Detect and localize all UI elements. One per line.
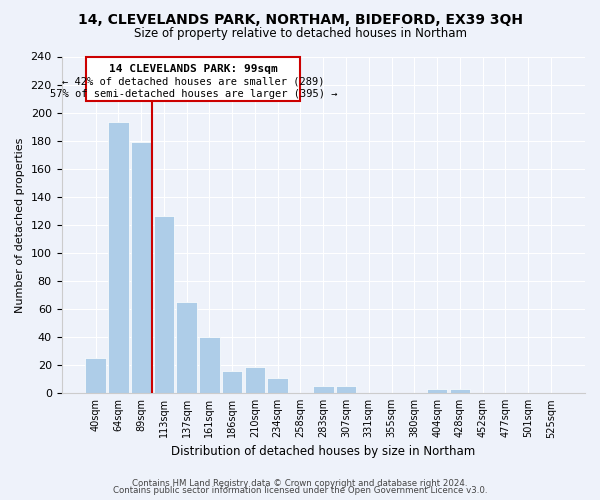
Bar <box>245 366 265 393</box>
Bar <box>449 389 470 393</box>
Bar <box>199 337 220 393</box>
Text: Contains public sector information licensed under the Open Government Licence v3: Contains public sector information licen… <box>113 486 487 495</box>
Bar <box>222 370 242 393</box>
Bar <box>131 142 151 393</box>
FancyBboxPatch shape <box>86 56 301 102</box>
Bar <box>176 302 197 393</box>
Bar <box>427 389 448 393</box>
Bar <box>85 358 106 393</box>
Text: Size of property relative to detached houses in Northam: Size of property relative to detached ho… <box>133 28 467 40</box>
Text: 57% of semi-detached houses are larger (395) →: 57% of semi-detached houses are larger (… <box>50 89 337 99</box>
Y-axis label: Number of detached properties: Number of detached properties <box>15 137 25 312</box>
Text: 14 CLEVELANDS PARK: 99sqm: 14 CLEVELANDS PARK: 99sqm <box>109 64 278 74</box>
Bar <box>108 122 128 393</box>
Bar <box>154 216 174 393</box>
Text: ← 42% of detached houses are smaller (289): ← 42% of detached houses are smaller (28… <box>62 76 325 86</box>
X-axis label: Distribution of detached houses by size in Northam: Distribution of detached houses by size … <box>171 444 475 458</box>
Bar <box>336 386 356 393</box>
Bar <box>313 386 334 393</box>
Bar <box>268 378 288 393</box>
Text: Contains HM Land Registry data © Crown copyright and database right 2024.: Contains HM Land Registry data © Crown c… <box>132 478 468 488</box>
Text: 14, CLEVELANDS PARK, NORTHAM, BIDEFORD, EX39 3QH: 14, CLEVELANDS PARK, NORTHAM, BIDEFORD, … <box>77 12 523 26</box>
